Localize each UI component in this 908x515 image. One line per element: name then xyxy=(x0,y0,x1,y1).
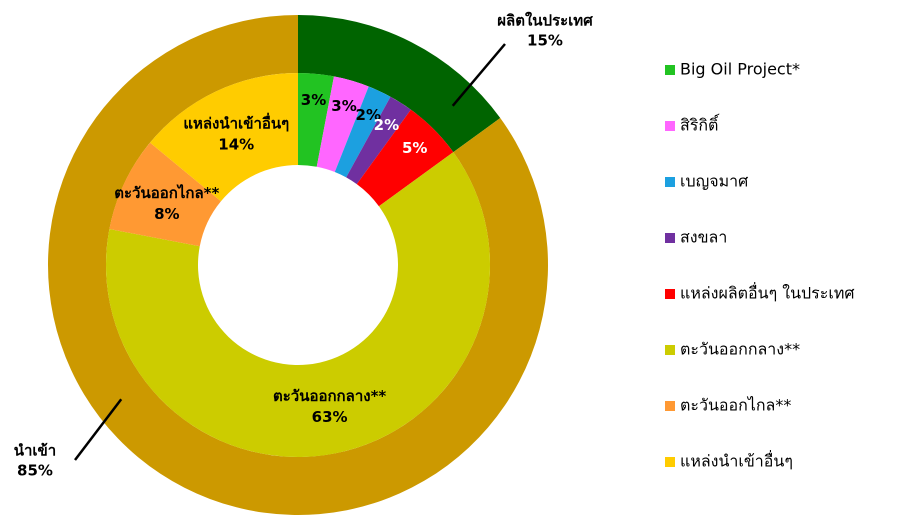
legend-label: สงขลา xyxy=(680,228,727,247)
slice-value: 8% xyxy=(154,205,179,223)
legend-swatch xyxy=(665,233,675,243)
inner-slice xyxy=(316,76,369,173)
slice-value: 14% xyxy=(218,135,254,153)
outer-slice xyxy=(298,15,501,153)
inner-slice xyxy=(298,73,334,167)
legend-label: สิริกิติ์ xyxy=(680,114,720,135)
legend-label: แหล่งผลิตอื่นๆ ในประเทศ xyxy=(680,282,855,303)
outer-name: ผลิตในประเทศ xyxy=(497,12,593,30)
legend-swatch xyxy=(665,65,675,75)
legend-swatch xyxy=(665,121,675,131)
legend-swatch xyxy=(665,289,675,299)
slice-name: ตะวันออกกลาง** xyxy=(273,387,386,405)
inner-slice xyxy=(150,73,298,202)
legend-label: ตะวันออกกลาง** xyxy=(680,340,800,359)
legend-label: เบญจมาศ xyxy=(680,172,748,191)
legend-label: Big Oil Project* xyxy=(680,60,800,79)
legend-label: ตะวันออกไกล** xyxy=(680,396,791,415)
legend-swatch xyxy=(665,345,675,355)
inner-slice xyxy=(346,96,411,185)
slice-value: 2% xyxy=(374,116,399,134)
slice-name: แหล่งนำเข้าอื่นๆ xyxy=(183,112,289,132)
leader-line xyxy=(74,398,123,461)
slice-value: 63% xyxy=(312,408,348,426)
inner-slice xyxy=(356,109,454,207)
outer-value: 85% xyxy=(17,462,53,480)
slice-value: 3% xyxy=(301,91,326,109)
legend-label: แหล่งนำเข้าอื่นๆ xyxy=(680,450,793,471)
slice-value: 3% xyxy=(331,97,356,115)
legend-swatch xyxy=(665,177,675,187)
outer-name: นำเข้า xyxy=(14,442,56,460)
inner-slice xyxy=(109,142,221,247)
outer-value: 15% xyxy=(527,32,563,50)
leader-line xyxy=(451,43,506,107)
legend-swatch xyxy=(665,457,675,467)
slice-name: ตะวันออกไกล** xyxy=(114,183,219,202)
slice-value: 5% xyxy=(402,139,427,157)
slice-value: 2% xyxy=(356,106,381,124)
legend-swatch xyxy=(665,401,675,411)
inner-slice xyxy=(106,152,491,458)
inner-slice xyxy=(334,86,391,178)
